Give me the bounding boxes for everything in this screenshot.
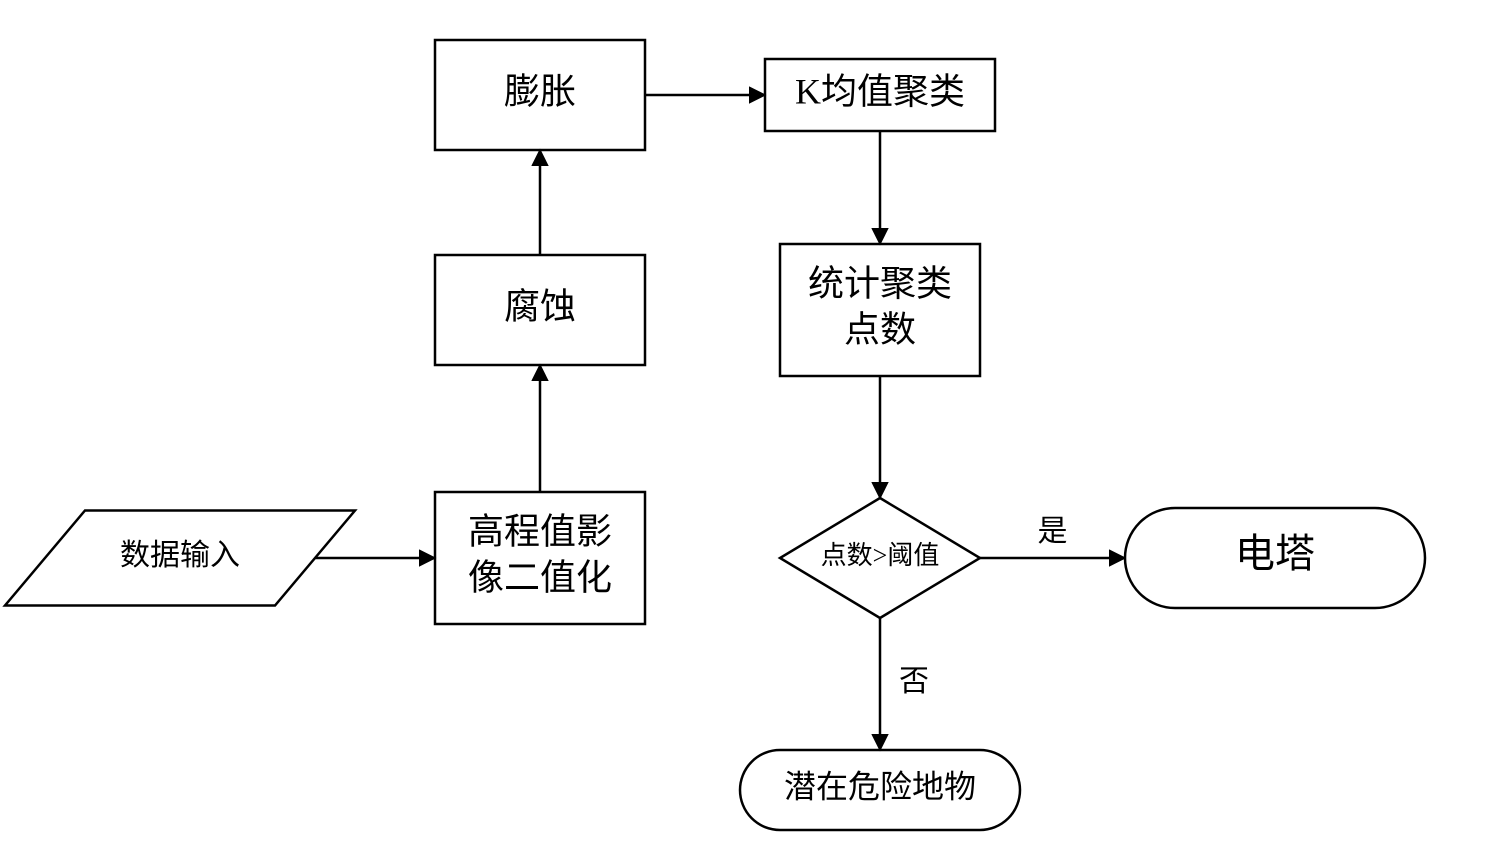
node-tower: 电塔 — [1125, 508, 1425, 608]
node-dec-label: 点数>阈值 — [821, 541, 940, 570]
node-binar-label-1: 像二值化 — [468, 557, 612, 597]
node-count-label-0: 统计聚类 — [808, 263, 952, 303]
node-erode: 腐蚀 — [435, 255, 645, 365]
node-input: 数据输入 — [5, 511, 355, 606]
node-binar: 高程值影像二值化 — [435, 492, 645, 624]
node-dilate-label: 膨胀 — [504, 71, 576, 111]
node-tower-label: 电塔 — [1235, 531, 1315, 576]
node-erode-label: 腐蚀 — [504, 286, 576, 326]
node-input-label: 数据输入 — [120, 539, 240, 572]
edge-dec-to-tower-label: 是 — [1038, 515, 1068, 548]
node-kmeans: K均值聚类 — [765, 59, 995, 131]
node-binar-label-0: 高程值影 — [468, 511, 612, 551]
node-dec: 点数>阈值 — [780, 498, 980, 618]
node-count-label-1: 点数 — [844, 309, 916, 349]
edge-dec-to-hazard-label: 否 — [899, 665, 929, 698]
node-hazard: 潜在危险地物 — [740, 750, 1020, 830]
node-count: 统计聚类点数 — [780, 244, 980, 376]
node-kmeans-label: K均值聚类 — [795, 71, 965, 111]
node-hazard-label: 潜在危险地物 — [784, 768, 976, 804]
node-dilate: 膨胀 — [435, 40, 645, 150]
